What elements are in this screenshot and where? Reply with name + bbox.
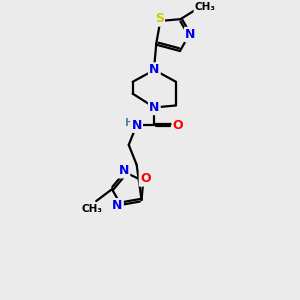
Text: CH₃: CH₃ (195, 2, 216, 12)
Text: S: S (155, 13, 164, 26)
Text: O: O (140, 172, 151, 185)
Text: N: N (112, 199, 123, 212)
Text: N: N (149, 101, 160, 114)
Text: N: N (131, 119, 142, 132)
Text: N: N (185, 28, 196, 41)
Text: N: N (149, 64, 160, 76)
Text: N: N (119, 164, 129, 177)
Text: H: H (125, 118, 134, 128)
Text: O: O (173, 119, 183, 132)
Text: CH₃: CH₃ (82, 204, 103, 214)
